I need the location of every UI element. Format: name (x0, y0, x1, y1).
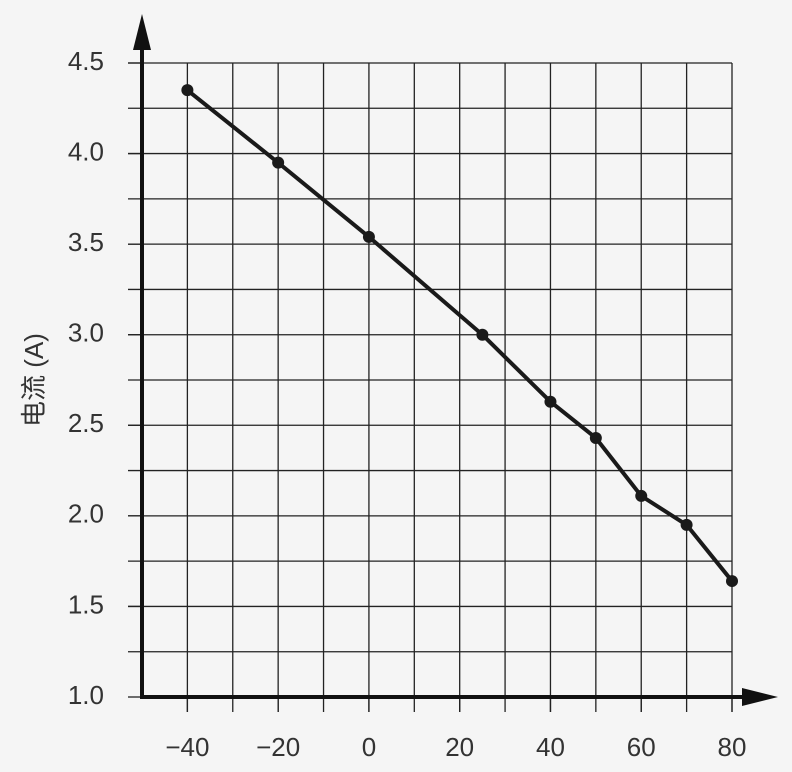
point (181, 84, 194, 97)
x-tick-label: 80 (718, 732, 747, 762)
point (476, 328, 489, 341)
x-axis-arrow (742, 688, 778, 706)
y-tick-label: 2.5 (68, 408, 104, 438)
point (589, 431, 602, 444)
y-tick-label: 4.0 (68, 136, 104, 166)
x-tick-label: −20 (256, 732, 300, 762)
y-tick-label: 3.5 (68, 227, 104, 257)
y-tick-label: 4.5 (68, 46, 104, 76)
y-tick-label: 1.0 (68, 680, 104, 710)
y-tick-label: 1.5 (68, 589, 104, 619)
y-axis-arrow (133, 14, 151, 50)
point (726, 575, 738, 588)
point (544, 395, 557, 408)
y-tick-label: 2.0 (68, 499, 104, 529)
point (272, 156, 285, 169)
y-axis-label: 电流 (A) (19, 333, 49, 427)
x-tick-label: 60 (627, 732, 656, 762)
point (680, 518, 693, 531)
x-tick-label: 0 (362, 732, 376, 762)
x-tick-label: −40 (165, 732, 209, 762)
x-tick-label: 40 (536, 732, 565, 762)
x-tick-label: 20 (445, 732, 474, 762)
point (362, 230, 375, 243)
point (635, 489, 648, 502)
y-tick-label: 3.0 (68, 318, 104, 348)
